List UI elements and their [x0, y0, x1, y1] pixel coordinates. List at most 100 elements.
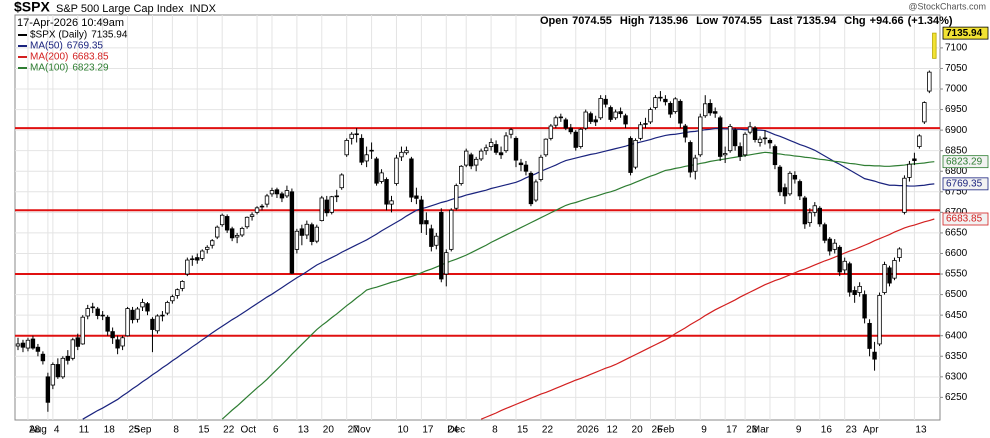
candle-body [165, 302, 170, 314]
candle-body [324, 199, 329, 214]
candle-body [85, 308, 90, 317]
x-tick-label: 12 [607, 425, 619, 436]
candle-body [40, 353, 46, 362]
candle-body [294, 230, 300, 250]
x-tick-label: 17 [422, 425, 434, 436]
legend-label: $SPX (Daily) [30, 30, 87, 41]
candle-body [737, 146, 743, 157]
candle-body [852, 290, 857, 295]
candle-body [553, 117, 559, 126]
value-tag [942, 177, 989, 191]
x-tick-label: 2026 [577, 425, 600, 436]
candle-body [35, 346, 41, 352]
quote-value: 7074.55 [572, 15, 612, 27]
candle-body [70, 339, 75, 359]
value-tag-label: 6683.85 [946, 214, 983, 225]
candle-body [842, 260, 847, 271]
x-tick-label: 13 [298, 425, 310, 436]
candle-body [299, 228, 305, 236]
candle-body [205, 246, 210, 250]
quote-label: Last [770, 15, 793, 27]
candle-body [807, 212, 813, 224]
candle-body [493, 144, 499, 153]
candle-body [648, 109, 653, 123]
x-tick-label: 10 [397, 425, 409, 436]
candle-body [468, 154, 474, 167]
candle-body [688, 142, 693, 173]
candle-body [757, 138, 763, 143]
candle-body [419, 199, 424, 225]
x-tick-label: 8 [173, 425, 179, 436]
y-tick-label: 7050 [945, 63, 968, 74]
candle-body [633, 140, 638, 168]
candle-body [155, 315, 160, 332]
candle-body [932, 32, 937, 59]
candle-body [513, 137, 519, 161]
x-tick-label: 15 [198, 425, 210, 436]
candle-body [608, 107, 613, 120]
y-tick-label: 6900 [945, 125, 968, 136]
candle-body [95, 308, 100, 316]
candle-body [449, 209, 454, 250]
candle-body [653, 97, 658, 108]
candle-body [822, 224, 827, 241]
value-tag-label: 6823.29 [946, 156, 983, 167]
candle-body [862, 294, 867, 319]
candle-body [354, 133, 359, 136]
x-tick-label: 24 [447, 425, 459, 436]
candle-body [219, 214, 225, 226]
candle-body [523, 164, 529, 172]
candle-body [802, 197, 808, 225]
quote-label: Chg [844, 15, 865, 27]
candle-body [727, 126, 733, 152]
x-tick-label: 9 [796, 425, 802, 436]
candle-body [145, 303, 150, 312]
candle-body [762, 137, 768, 140]
quote-value: 7135.96 [648, 15, 688, 27]
candle-body [747, 126, 753, 133]
y-tick-label: 6250 [945, 392, 968, 403]
candle-body [912, 158, 917, 161]
candle-body [210, 240, 215, 246]
value-tag-label: 6769.35 [946, 178, 983, 189]
y-tick-label: 6850 [945, 145, 968, 156]
candle-body [752, 127, 758, 140]
value-tag-label: 7135.94 [946, 28, 983, 39]
candle-body [239, 227, 245, 236]
candle-body [463, 150, 469, 166]
candle-body [742, 133, 748, 156]
candle-body [578, 128, 583, 147]
y-tick-label: 6300 [945, 371, 968, 382]
candle-body [832, 242, 837, 250]
candle-body [892, 260, 897, 279]
candle-body [713, 111, 718, 114]
candle-body [872, 351, 877, 360]
candle-body [120, 337, 125, 347]
y-tick-label: 6550 [945, 269, 968, 280]
candle-body [613, 111, 618, 119]
candle-body [603, 98, 608, 105]
candle-body [927, 71, 932, 92]
candle-body [673, 98, 678, 113]
x-tick-label: Nov [353, 425, 371, 436]
candle-body [185, 259, 190, 275]
candle-body [663, 98, 668, 103]
candle-body [518, 162, 524, 166]
candle-body [264, 195, 270, 205]
y-tick-label: 6800 [945, 166, 968, 177]
candle-body [922, 102, 927, 123]
candle-body [80, 316, 85, 345]
quote-label: Low [696, 15, 718, 27]
candle-body [115, 339, 120, 349]
candle-body [75, 337, 80, 347]
candle-body [593, 119, 598, 123]
candle-body [30, 338, 36, 349]
candle-body [125, 308, 130, 337]
y-tick-label: 6650 [945, 228, 968, 239]
legend-value: 6823.29 [72, 63, 109, 74]
candle-body [867, 322, 872, 349]
x-tick-label: Mar [752, 425, 770, 436]
candles [15, 32, 937, 412]
x-tick-label: 17 [726, 425, 738, 436]
candle-body [45, 376, 51, 403]
